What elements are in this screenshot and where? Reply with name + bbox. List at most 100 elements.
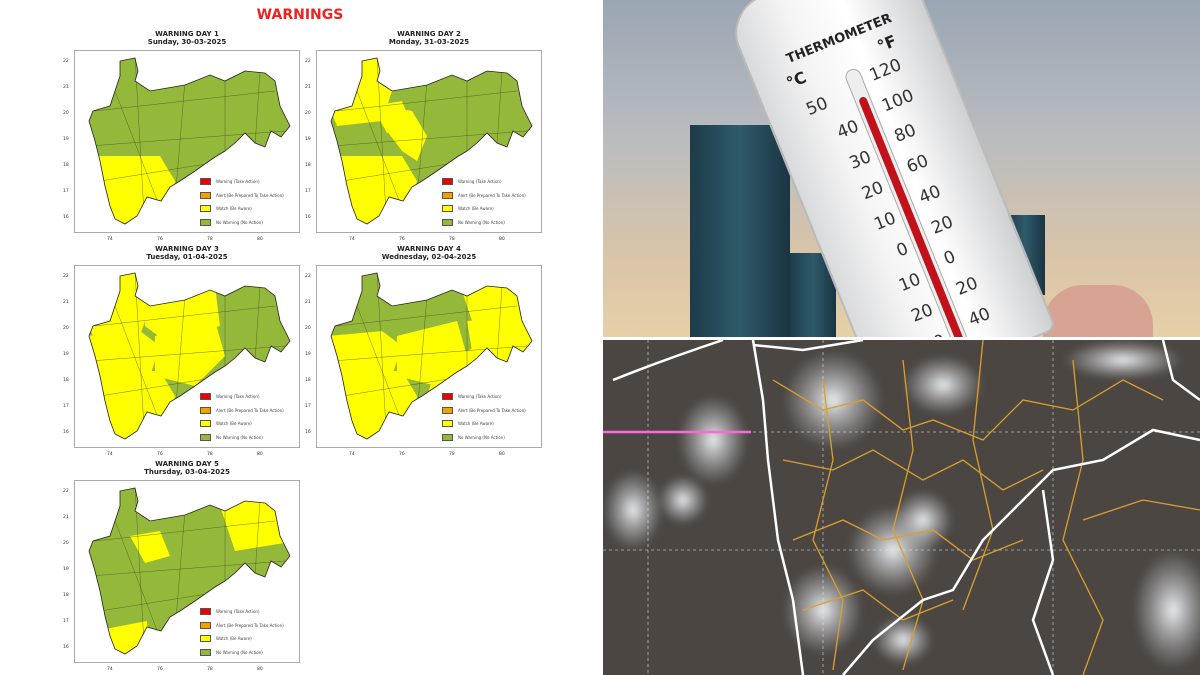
legend-label: Alert (Be Prepared To Take Action) (216, 407, 284, 413)
x-tick: 74 (349, 452, 355, 457)
celsius-tick: 20 (908, 300, 937, 327)
x-tick: 78 (207, 452, 213, 457)
warnings-panel: WARNINGS WARNING DAY 1 Sunday, 30-03-2025… (63, 7, 542, 672)
legend-item: Warning (Take Action) (200, 175, 284, 189)
legend-swatch (200, 191, 211, 199)
legend-item: Alert (Be Prepared To Take Action) (200, 404, 284, 418)
satellite-map (603, 340, 1200, 675)
legend-item: Warning (Take Action) (200, 605, 284, 619)
watch-zone-west-central (89, 331, 160, 376)
legend-label: Warning (Take Action) (216, 394, 260, 400)
fahrenheit-tick: 20 (953, 273, 981, 300)
y-tick: 20 (305, 111, 311, 116)
warnings-title: WARNINGS (256, 7, 344, 23)
hand (1043, 285, 1153, 337)
warning-day-3-map: WARNING DAY 3 Tuesday, 01-04-2025 22 21 20 1… (63, 245, 300, 457)
state-map (330, 57, 533, 225)
legend-label: No Warning (No Action) (458, 434, 505, 440)
legend-label: Warning (Take Action) (458, 394, 502, 400)
y-tick: 19 (305, 137, 311, 142)
warning-day-4-map: WARNING DAY 4 Wednesday, 02-04-2025 22 21 2… (305, 245, 542, 457)
celsius-tick: 10 (871, 208, 899, 235)
x-tick: 80 (257, 667, 263, 672)
legend-label: Watch (Be Aware) (216, 206, 252, 212)
legend-label: Watch (Be Aware) (458, 421, 494, 427)
x-tick: 76 (399, 452, 405, 457)
celsius-tick: 0 (893, 238, 912, 262)
y-tick: 21 (63, 85, 69, 90)
day-title: WARNING DAY 4 (397, 245, 461, 253)
watch-zone-east (467, 316, 532, 381)
day-title: WARNING DAY 5 (155, 460, 219, 468)
celsius-tick: 30 (904, 331, 949, 337)
legend-item: No Warning (No Action) (200, 216, 284, 230)
legend-swatch (442, 205, 453, 213)
x-tick: 80 (499, 452, 505, 457)
legend-swatch (200, 406, 211, 414)
legend-label: No Warning (No Action) (216, 649, 263, 655)
y-tick: 18 (63, 593, 69, 598)
warning-day-5-map: WARNING DAY 5 Thursday, 03-04-2025 22 21 20… (63, 460, 300, 672)
day-date: Monday, 31-03-2025 (388, 38, 470, 46)
y-tick: 22 (63, 274, 69, 279)
legend-item: Watch (Be Aware) (442, 417, 526, 431)
y-tick: 18 (305, 378, 311, 383)
legend-swatch (442, 420, 453, 428)
legend-label: Alert (Be Prepared To Take Action) (458, 192, 526, 198)
map-frame: 22 21 20 19 18 17 16 74 76 78 80 Warning (Take Ac… (63, 480, 300, 672)
fahrenheit-tick: 20 (928, 212, 957, 239)
x-tick: 76 (399, 237, 405, 242)
legend-item: Watch (Be Aware) (200, 632, 284, 646)
x-tick: 78 (207, 237, 213, 242)
day-heading: WARNING DAY 3 Tuesday, 01-04-2025 (74, 245, 300, 261)
legend-swatch (200, 608, 211, 616)
x-tick: 74 (107, 237, 113, 242)
day-title: WARNING DAY 2 (397, 30, 461, 38)
map-legend: Warning (Take Action) Alert (Be Prepared … (442, 175, 526, 229)
day-date: Sunday, 30-03-2025 (147, 38, 227, 46)
legend-swatch (200, 648, 211, 656)
fahrenheit-tick: 40 (965, 303, 994, 331)
legend-item: Watch (Be Aware) (442, 202, 526, 216)
y-tick: 22 (305, 274, 311, 279)
x-tick: 74 (349, 237, 355, 242)
day-heading: WARNING DAY 1 Sunday, 30-03-2025 (74, 30, 300, 46)
state-map (88, 272, 291, 440)
celsius-tick: 10 (896, 269, 924, 297)
legend-item: Watch (Be Aware) (200, 417, 284, 431)
y-tick: 16 (305, 215, 311, 220)
watch-zone-central-west (130, 531, 170, 563)
day-heading: WARNING DAY 5 Thursday, 03-04-2025 (74, 460, 300, 476)
y-tick: 20 (305, 326, 311, 331)
legend-swatch (200, 218, 211, 226)
warning-day-1-map: WARNING DAY 1 Sunday, 30-03-2025 22 21 20 19… (63, 30, 300, 242)
map-frame: 22 21 20 19 18 17 16 74 76 78 80 Warning (Take Ac… (305, 265, 542, 457)
y-tick: 17 (305, 404, 311, 409)
y-tick: 17 (63, 404, 69, 409)
legend-item: Warning (Take Action) (442, 175, 526, 189)
watch-zone-west-central (331, 331, 402, 376)
y-tick: 20 (63, 541, 69, 546)
day-title: WARNING DAY 1 (155, 30, 219, 38)
y-tick: 22 (63, 59, 69, 64)
fahrenheit-tick: 40 (916, 181, 944, 209)
legend-swatch (200, 205, 211, 213)
legend-label: No Warning (No Action) (216, 434, 263, 440)
legend-swatch (442, 191, 453, 199)
celsius-tick: 20 (859, 177, 887, 205)
fahrenheit-tick: 100 (879, 85, 917, 117)
x-tick: 74 (107, 452, 113, 457)
fahrenheit-label: °F (874, 31, 900, 56)
legend-label: No Warning (No Action) (458, 219, 505, 225)
map-frame: 22 21 20 19 18 17 16 74 76 78 80 Warning (Take Ac… (305, 50, 542, 242)
y-tick: 21 (305, 85, 311, 90)
y-tick: 19 (305, 352, 311, 357)
legend-item: Alert (Be Prepared To Take Action) (442, 404, 526, 418)
legend-swatch (442, 406, 453, 414)
satellite-image (603, 340, 1200, 675)
y-tick: 22 (63, 489, 69, 494)
legend-swatch (442, 393, 453, 401)
legend-item: No Warning (No Action) (442, 216, 526, 230)
legend-item: Warning (Take Action) (200, 390, 284, 404)
y-tick: 19 (63, 352, 69, 357)
